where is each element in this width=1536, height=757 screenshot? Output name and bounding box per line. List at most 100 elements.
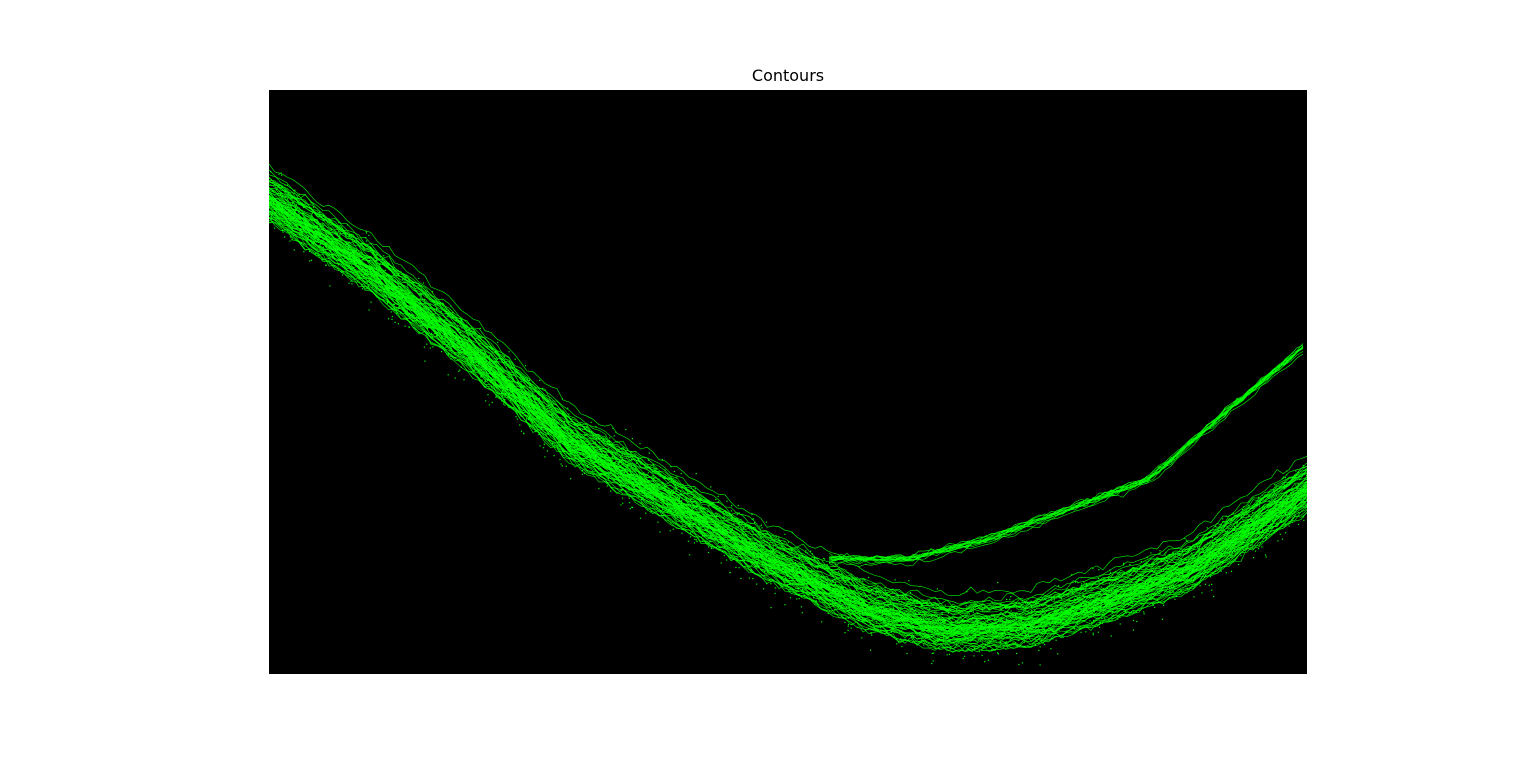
contour-dot (1215, 554, 1217, 556)
contour-dot (1091, 621, 1093, 623)
contour-dot (794, 562, 796, 564)
contour-dot (1065, 620, 1067, 622)
contour-dot (610, 461, 612, 463)
contour-dot (717, 501, 719, 503)
contour-dot (749, 542, 751, 544)
contour-dot (1136, 583, 1138, 585)
contour-dot (469, 362, 471, 364)
contour-dot (900, 603, 902, 605)
contour-dot (500, 358, 502, 361)
contour-dot (694, 488, 696, 490)
contour-dot (606, 482, 608, 484)
contour-dot (728, 524, 730, 526)
contour-dot (356, 260, 358, 262)
contour-dot (505, 393, 507, 395)
contour-dot (1281, 538, 1284, 540)
contour-dot (385, 280, 387, 282)
contour-dot (1274, 506, 1276, 508)
contour-dot (1005, 623, 1007, 625)
contour-dot (1159, 579, 1161, 581)
contour-dot (403, 306, 405, 309)
contour-dot (1305, 507, 1307, 509)
contour-dot (687, 540, 689, 542)
contour-dot (294, 198, 296, 200)
contour-dot (522, 404, 524, 406)
contour-dot (785, 579, 787, 581)
contour-dot (382, 278, 384, 280)
contour-dot (941, 621, 943, 623)
contour-dot (504, 361, 506, 364)
contour-dot (748, 546, 750, 548)
contour-dot (937, 604, 939, 606)
contour-dot (479, 350, 481, 352)
contour-dot (1227, 546, 1229, 548)
contour-dot (1039, 637, 1041, 639)
contour-dot (334, 233, 336, 235)
contour-dot (1116, 593, 1118, 595)
contour-dot (636, 462, 638, 464)
contour-dot (277, 186, 279, 188)
contour-dot (1285, 503, 1288, 506)
contour-dot (513, 394, 515, 397)
contour-dot (798, 558, 801, 560)
contour-dot (433, 313, 435, 315)
contour-dot (1044, 643, 1046, 646)
contour-dot (847, 623, 850, 626)
contour-dot (1172, 590, 1174, 593)
contour-dot (750, 569, 752, 571)
contour-dot (913, 612, 915, 614)
contour-dot (726, 500, 728, 502)
contour-dot (1220, 523, 1222, 526)
contour-dot (1212, 537, 1214, 539)
contour-dot (346, 224, 349, 226)
contour-dot (882, 617, 884, 619)
contour-dot (1062, 615, 1064, 617)
contour-dot (1236, 523, 1238, 525)
contour-dot (330, 250, 332, 252)
contour-dot (504, 404, 506, 406)
contour-dot (860, 602, 862, 604)
contour-dot (1035, 604, 1037, 606)
contour-dot (720, 538, 722, 541)
contour-dot (701, 534, 704, 536)
contour-dot (647, 472, 649, 474)
contour-dot (801, 555, 803, 557)
contour-dot (329, 285, 331, 287)
contour-dot (1306, 475, 1307, 477)
contour-dot (1110, 590, 1113, 592)
contour-dot (584, 434, 586, 436)
contour-dot (312, 206, 315, 208)
contour-dot (737, 551, 739, 553)
contour-dot (1225, 572, 1227, 574)
contour-dot (410, 304, 412, 306)
contour-dot (642, 495, 644, 497)
contour-dot (288, 232, 290, 234)
contour-dot (1123, 562, 1125, 564)
contour-dot (515, 416, 517, 418)
contour-dot (1162, 585, 1164, 587)
contour-dot (564, 415, 566, 417)
contour-dot (504, 382, 506, 385)
contour-dot (1265, 537, 1268, 539)
contour-dot (690, 510, 692, 512)
contour-dot (414, 306, 417, 308)
contour-dot (983, 643, 985, 645)
contour-dot (1259, 501, 1261, 504)
contour-dot (850, 598, 852, 600)
contour-dot (994, 626, 996, 628)
contour-dot (1190, 565, 1192, 567)
contour-dot (791, 556, 794, 558)
contour-dot (425, 306, 427, 308)
contour-dot (759, 525, 761, 527)
contour-dot (787, 575, 789, 577)
contour-dot (948, 616, 950, 618)
contour-dot (882, 614, 884, 616)
contour-dot (1261, 494, 1263, 496)
contour-dot (604, 478, 606, 480)
contour-dot (471, 358, 474, 360)
contour-dot (583, 445, 585, 447)
contour-dot (692, 489, 695, 491)
contour-dot (1206, 550, 1208, 553)
contour-dot (1039, 664, 1041, 666)
contour-dot (514, 392, 516, 394)
